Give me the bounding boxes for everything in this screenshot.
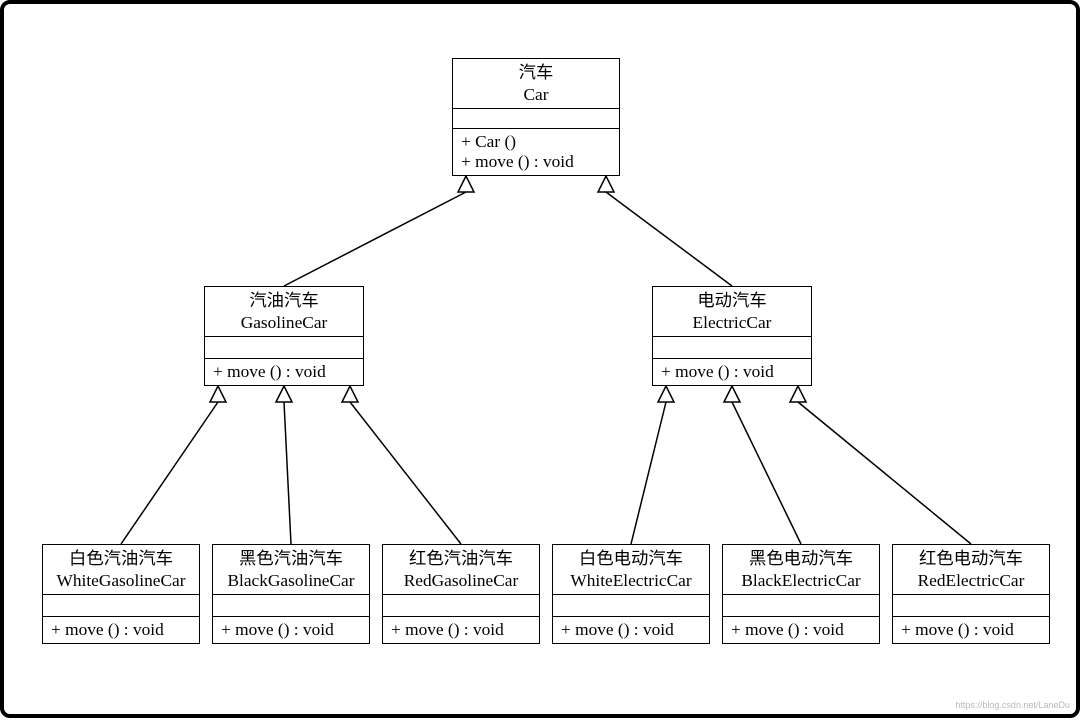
class-be: 黑色电动汽车BlackElectricCar + move () : void xyxy=(722,544,880,644)
class-operations: + move () : void xyxy=(893,617,1049,643)
class-name-en: RedElectricCar xyxy=(901,570,1041,592)
class-name-cn: 黑色电动汽车 xyxy=(731,548,871,570)
class-name-en: WhiteGasolineCar xyxy=(51,570,191,592)
class-bg: 黑色汽油汽车BlackGasolineCar + move () : void xyxy=(212,544,370,644)
class-name-en: ElectricCar xyxy=(661,312,803,334)
class-operation: + move () : void xyxy=(391,620,531,640)
diagram-frame: https://blog.csdn.net/LaneDu 汽车Car + Car … xyxy=(0,0,1080,718)
class-attributes xyxy=(383,595,539,617)
class-name: 电动汽车ElectricCar xyxy=(653,287,811,337)
class-wg: 白色汽油汽车WhiteGasolineCar + move () : void xyxy=(42,544,200,644)
class-attributes xyxy=(893,595,1049,617)
class-name-cn: 汽车 xyxy=(461,62,611,84)
class-operation: + move () : void xyxy=(561,620,701,640)
inheritance-arrowhead-icon xyxy=(790,386,806,402)
class-name-en: WhiteElectricCar xyxy=(561,570,701,592)
class-operations: + Car ()+ move () : void xyxy=(453,129,619,175)
class-operation: + move () : void xyxy=(221,620,361,640)
class-attributes xyxy=(723,595,879,617)
class-name: 汽油汽车GasolineCar xyxy=(205,287,363,337)
class-we: 白色电动汽车WhiteElectricCar + move () : void xyxy=(552,544,710,644)
class-operation: + move () : void xyxy=(51,620,191,640)
class-name: 白色电动汽车WhiteElectricCar xyxy=(553,545,709,595)
inheritance-edge xyxy=(606,192,732,286)
inheritance-edge xyxy=(350,402,461,544)
class-operation: + move () : void xyxy=(213,362,355,382)
class-name-en: BlackGasolineCar xyxy=(221,570,361,592)
class-name: 黑色电动汽车BlackElectricCar xyxy=(723,545,879,595)
class-name-cn: 汽油汽车 xyxy=(213,290,355,312)
class-operations: + move () : void xyxy=(723,617,879,643)
class-re: 红色电动汽车RedElectricCar + move () : void xyxy=(892,544,1050,644)
class-operation: + move () : void xyxy=(901,620,1041,640)
inheritance-edge xyxy=(284,192,466,286)
class-name: 黑色汽油汽车BlackGasolineCar xyxy=(213,545,369,595)
class-attributes xyxy=(653,337,811,359)
class-operation: + move () : void xyxy=(461,152,611,172)
class-name-cn: 红色汽油汽车 xyxy=(391,548,531,570)
class-name: 红色汽油汽车RedGasolineCar xyxy=(383,545,539,595)
class-operation: + Car () xyxy=(461,132,611,152)
inheritance-arrowhead-icon xyxy=(724,386,740,402)
class-operations: + move () : void xyxy=(383,617,539,643)
class-attributes xyxy=(213,595,369,617)
class-operations: + move () : void xyxy=(205,359,363,385)
class-gas: 汽油汽车GasolineCar + move () : void xyxy=(204,286,364,386)
class-attributes xyxy=(205,337,363,359)
class-operation: + move () : void xyxy=(661,362,803,382)
inheritance-arrowhead-icon xyxy=(342,386,358,402)
inheritance-arrowhead-icon xyxy=(210,386,226,402)
class-attributes xyxy=(553,595,709,617)
inheritance-edge xyxy=(121,402,218,544)
class-name-cn: 白色汽油汽车 xyxy=(51,548,191,570)
class-car: 汽车Car + Car ()+ move () : void xyxy=(452,58,620,176)
class-name-en: GasolineCar xyxy=(213,312,355,334)
inheritance-arrowhead-icon xyxy=(276,386,292,402)
class-name-cn: 红色电动汽车 xyxy=(901,548,1041,570)
class-attributes xyxy=(43,595,199,617)
class-operations: + move () : void xyxy=(553,617,709,643)
class-name-cn: 黑色汽油汽车 xyxy=(221,548,361,570)
inheritance-arrowhead-icon xyxy=(458,176,474,192)
class-operation: + move () : void xyxy=(731,620,871,640)
class-name: 白色汽油汽车WhiteGasolineCar xyxy=(43,545,199,595)
class-name-cn: 白色电动汽车 xyxy=(561,548,701,570)
inheritance-edge xyxy=(732,402,801,544)
inheritance-arrowhead-icon xyxy=(598,176,614,192)
class-name-en: RedGasolineCar xyxy=(391,570,531,592)
class-rg: 红色汽油汽车RedGasolineCar + move () : void xyxy=(382,544,540,644)
class-operations: + move () : void xyxy=(653,359,811,385)
inheritance-edge xyxy=(798,402,971,544)
class-attributes xyxy=(453,109,619,129)
watermark: https://blog.csdn.net/LaneDu xyxy=(955,700,1070,710)
class-operations: + move () : void xyxy=(213,617,369,643)
inheritance-edge xyxy=(631,402,666,544)
inheritance-arrowhead-icon xyxy=(658,386,674,402)
class-name-en: Car xyxy=(461,84,611,106)
class-name: 汽车Car xyxy=(453,59,619,109)
class-elec: 电动汽车ElectricCar + move () : void xyxy=(652,286,812,386)
class-name: 红色电动汽车RedElectricCar xyxy=(893,545,1049,595)
class-operations: + move () : void xyxy=(43,617,199,643)
class-name-en: BlackElectricCar xyxy=(731,570,871,592)
class-name-cn: 电动汽车 xyxy=(661,290,803,312)
inheritance-edge xyxy=(284,402,291,544)
